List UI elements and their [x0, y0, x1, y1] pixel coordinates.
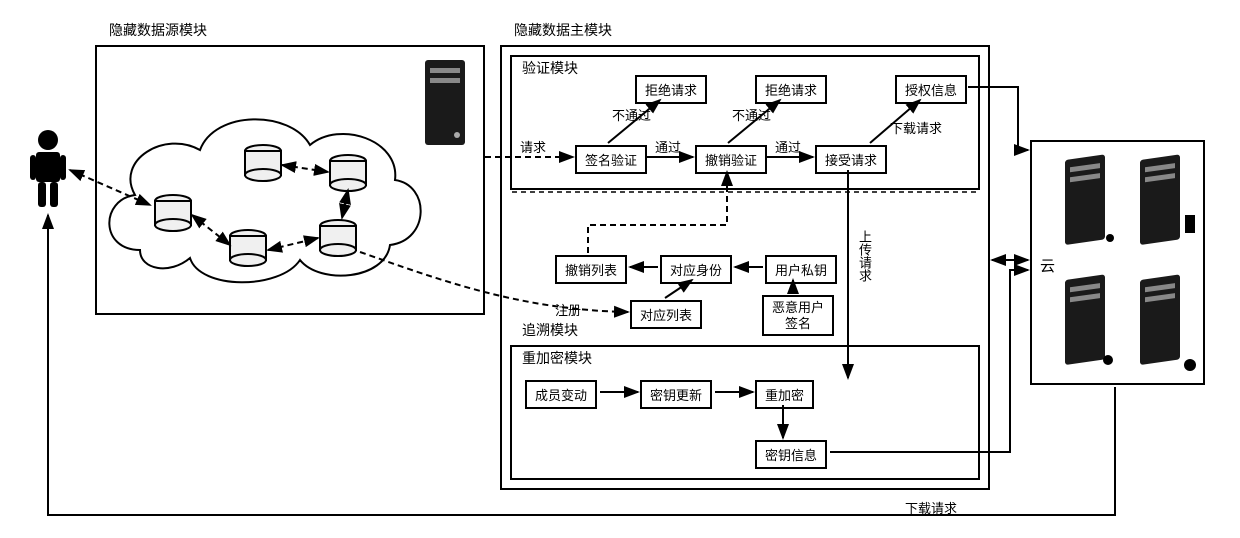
cloud-box — [1030, 140, 1205, 385]
main-module-title: 隐藏数据主模块 — [510, 20, 616, 40]
label-download-req: 下载请求 — [890, 118, 942, 137]
node-revoke-list: 撤销列表 — [555, 255, 627, 284]
node-revoke-verify: 撤销验证 — [695, 145, 767, 174]
label-upload-req: 上传请求 — [855, 230, 874, 282]
person-icon — [30, 130, 66, 207]
source-module — [95, 45, 485, 315]
label-request: 请求 — [520, 137, 546, 156]
label-fail1: 不通过 — [612, 105, 651, 124]
verify-module-title: 验证模块 — [518, 58, 582, 78]
label-pass1: 通过 — [655, 137, 681, 156]
trace-module-title: 追溯模块 — [518, 320, 582, 340]
source-module-title: 隐藏数据源模块 — [105, 20, 211, 40]
node-auth-info: 授权信息 — [895, 75, 967, 104]
node-key-info: 密钥信息 — [755, 440, 827, 469]
node-map-list: 对应列表 — [630, 300, 702, 329]
node-member-change: 成员变动 — [525, 380, 597, 409]
node-reject1: 拒绝请求 — [635, 75, 707, 104]
node-malicious-sig: 恶意用户签名 — [762, 295, 834, 336]
node-accept-req: 接受请求 — [815, 145, 887, 174]
label-download-req2: 下载请求 — [905, 498, 957, 517]
node-map-identity: 对应身份 — [660, 255, 732, 284]
node-sig-verify: 签名验证 — [575, 145, 647, 174]
label-register: 注册 — [555, 300, 581, 319]
node-reencrypt: 重加密 — [755, 380, 814, 409]
reencrypt-module-title: 重加密模块 — [518, 348, 596, 368]
label-pass2: 通过 — [775, 137, 801, 156]
node-reject2: 拒绝请求 — [755, 75, 827, 104]
node-user-key: 用户私钥 — [765, 255, 837, 284]
label-cloud: 云 — [1040, 255, 1055, 276]
label-fail2: 不通过 — [732, 105, 771, 124]
node-key-update: 密钥更新 — [640, 380, 712, 409]
